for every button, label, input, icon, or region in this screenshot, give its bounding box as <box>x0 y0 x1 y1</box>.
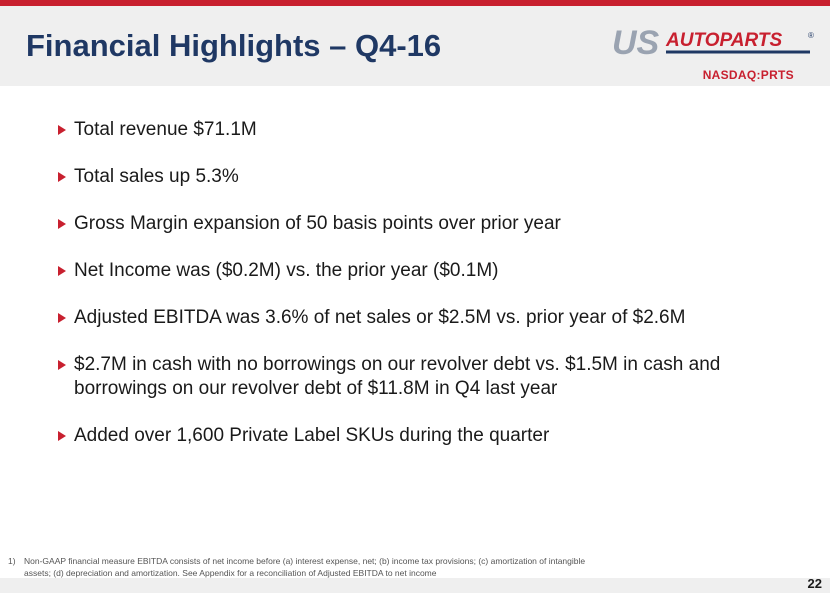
list-item: Total revenue $71.1M <box>58 118 798 142</box>
list-item: Gross Margin expansion of 50 basis point… <box>58 212 798 236</box>
bullet-text: Total revenue $71.1M <box>74 119 257 140</box>
bullet-text: Adjusted EBITDA was 3.6% of net sales or… <box>74 307 686 328</box>
bullet-arrow-icon <box>58 125 66 135</box>
list-item: Net Income was ($0.2M) vs. the prior yea… <box>58 259 798 283</box>
bullet-text: Gross Margin expansion of 50 basis point… <box>74 213 561 234</box>
bullet-arrow-icon <box>58 219 66 229</box>
footnote-text: Non-GAAP financial measure EBITDA consis… <box>24 556 586 578</box>
highlights-list: Total revenue $71.1M Total sales up 5.3%… <box>58 118 798 471</box>
page-number: 22 <box>807 576 822 591</box>
footnote: 1) Non-GAAP financial measure EBITDA con… <box>8 555 608 579</box>
list-item: Total sales up 5.3% <box>58 165 798 189</box>
bullet-text: Added over 1,600 Private Label SKUs duri… <box>74 425 550 446</box>
bullet-arrow-icon <box>58 172 66 182</box>
top-accent-bar <box>0 0 830 6</box>
list-item: $2.7M in cash with no borrowings on our … <box>58 353 798 401</box>
logo-us-text: US <box>612 24 660 60</box>
bullet-arrow-icon <box>58 360 66 370</box>
company-logo: US AUTOPARTS ® NASDAQ:PRTS <box>610 16 820 82</box>
bullet-arrow-icon <box>58 266 66 276</box>
list-item: Adjusted EBITDA was 3.6% of net sales or… <box>58 306 798 330</box>
logo-registered-mark: ® <box>808 31 814 40</box>
bullet-text: $2.7M in cash with no borrowings on our … <box>74 354 721 399</box>
bullet-arrow-icon <box>58 313 66 323</box>
logo-mark: US AUTOPARTS ® <box>612 24 814 60</box>
slide-header: Financial Highlights – Q4-16 US AUTOPART… <box>0 6 830 86</box>
list-item: Added over 1,600 Private Label SKUs duri… <box>58 424 798 448</box>
bullet-text: Total sales up 5.3% <box>74 166 239 187</box>
logo-autoparts-text: AUTOPARTS <box>665 30 782 51</box>
bullet-arrow-icon <box>58 431 66 441</box>
page-title: Financial Highlights – Q4-16 <box>26 28 442 63</box>
bullet-text: Net Income was ($0.2M) vs. the prior yea… <box>74 260 499 281</box>
footnote-number: 1) <box>8 556 16 566</box>
ticker-label: NASDAQ:PRTS <box>702 68 794 82</box>
bottom-bar <box>0 578 830 593</box>
